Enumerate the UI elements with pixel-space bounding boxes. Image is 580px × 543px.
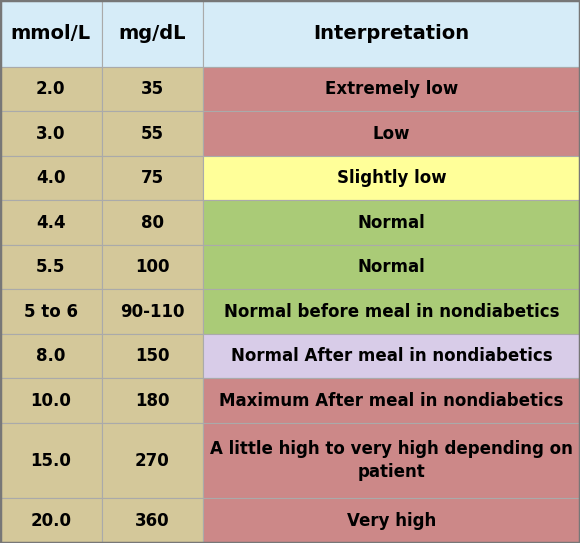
Bar [102,156,203,200]
Text: 80: 80 [141,213,164,231]
Text: Slightly low: Slightly low [336,169,447,187]
Bar [102,334,203,378]
Bar [203,111,580,156]
Text: Normal: Normal [358,258,425,276]
Bar [0,378,102,423]
Bar [102,67,203,111]
Bar [102,378,203,423]
Bar [102,498,203,543]
Bar [102,111,203,156]
Text: 4.4: 4.4 [36,213,66,231]
Text: mg/dL: mg/dL [118,24,186,43]
Bar [203,156,580,200]
Bar [203,498,580,543]
Text: 4.0: 4.0 [36,169,66,187]
Bar [102,423,203,498]
Bar [203,245,580,289]
Text: 75: 75 [141,169,164,187]
Text: 20.0: 20.0 [30,512,71,530]
Text: Interpretation: Interpretation [313,24,470,43]
Text: 90-110: 90-110 [120,302,184,320]
Text: 8.0: 8.0 [36,347,66,365]
Bar [203,423,580,498]
Text: 35: 35 [141,80,164,98]
Bar [0,334,102,378]
Bar [0,245,102,289]
Bar [0,0,102,67]
Bar [203,200,580,245]
Bar [203,334,580,378]
Text: 10.0: 10.0 [30,392,71,409]
Text: 150: 150 [135,347,169,365]
Bar [102,0,203,67]
Text: 3.0: 3.0 [36,124,66,142]
Text: mmol/L: mmol/L [10,24,91,43]
Bar [0,423,102,498]
Text: 100: 100 [135,258,169,276]
Bar [203,67,580,111]
Bar [102,245,203,289]
Text: 5.5: 5.5 [36,258,66,276]
Text: 180: 180 [135,392,169,409]
Text: A little high to very high depending on
patient: A little high to very high depending on … [210,440,573,482]
Bar [0,67,102,111]
Text: 15.0: 15.0 [30,452,71,470]
Text: Maximum After meal in nondiabetics: Maximum After meal in nondiabetics [219,392,564,409]
Bar [102,289,203,334]
Bar [0,111,102,156]
Bar [203,0,580,67]
Text: Low: Low [373,124,410,142]
Text: 270: 270 [135,452,169,470]
Text: Normal After meal in nondiabetics: Normal After meal in nondiabetics [231,347,552,365]
Text: Normal before meal in nondiabetics: Normal before meal in nondiabetics [224,302,559,320]
Bar [0,289,102,334]
Bar [0,156,102,200]
Text: 2.0: 2.0 [36,80,66,98]
Text: Normal: Normal [358,213,425,231]
Text: Very high: Very high [347,512,436,530]
Bar [0,498,102,543]
Text: Extremely low: Extremely low [325,80,458,98]
Bar [203,289,580,334]
Bar [203,378,580,423]
Text: 360: 360 [135,512,169,530]
Bar [102,200,203,245]
Text: 5 to 6: 5 to 6 [24,302,78,320]
Text: 55: 55 [141,124,164,142]
Bar [0,200,102,245]
